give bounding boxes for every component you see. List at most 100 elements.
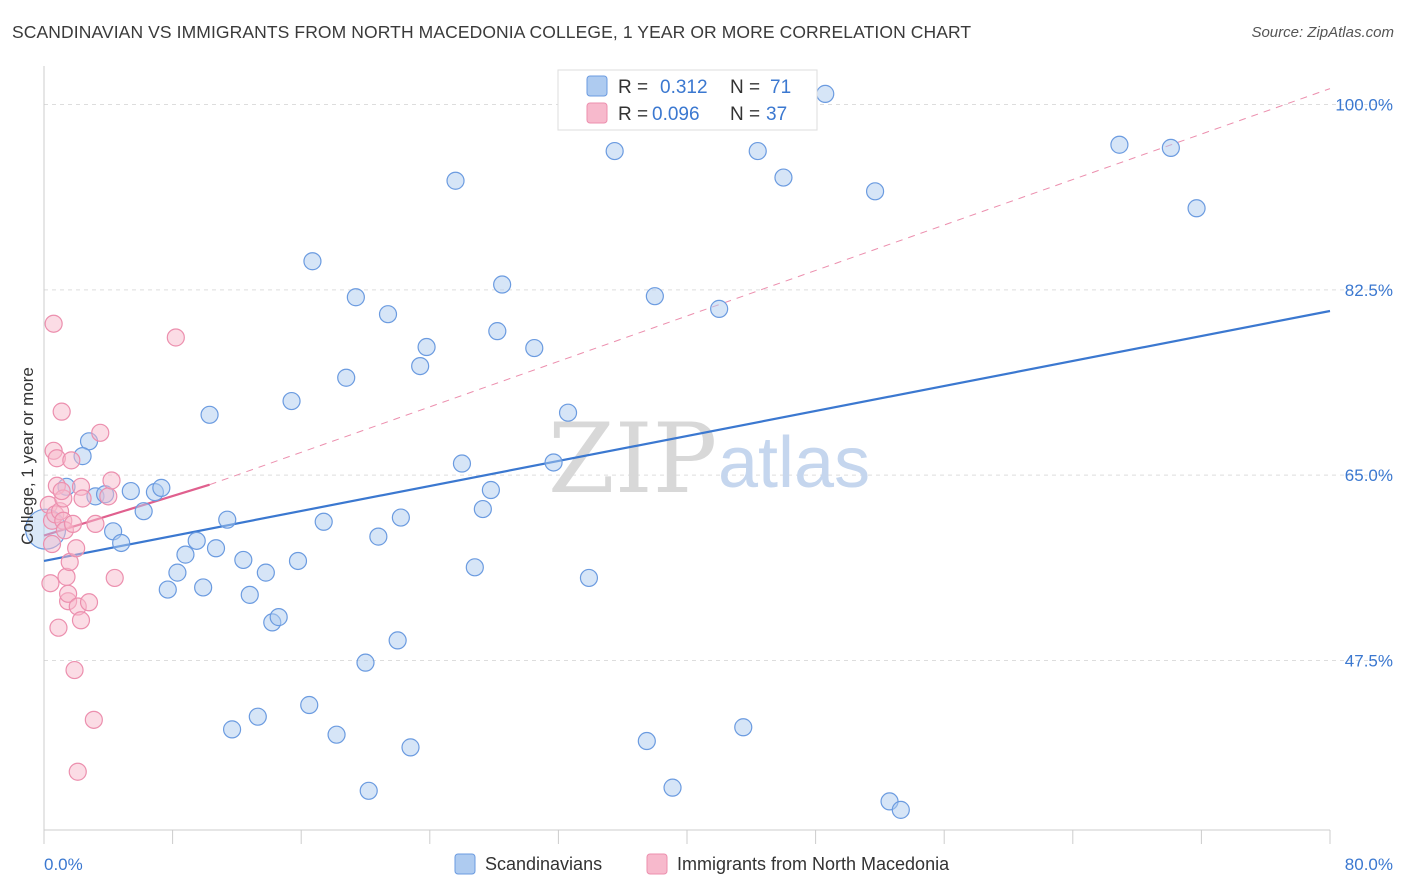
legend-r-label-1: R = (618, 77, 648, 98)
point-scandinavians-29 (300, 695, 319, 715)
point-scandinavians-27 (282, 391, 301, 411)
point-scandinavians-38 (378, 305, 398, 324)
point-scandinavians-40 (391, 508, 410, 527)
y-tick-labels: 47.5% 65.0% 82.5% 100.0% (1335, 95, 1393, 670)
point-scandinavians-21 (234, 550, 253, 570)
point-scandinavians-48 (481, 480, 500, 500)
point-scandinavians-47 (473, 499, 492, 519)
point-scandinavians-33 (337, 368, 356, 387)
point-scandinavians-16 (194, 578, 213, 597)
point-scandinavians-34 (346, 288, 365, 307)
point-scandinavians-15 (187, 531, 206, 550)
source-label: Source: ZipAtlas.com (1251, 24, 1394, 41)
series-legend: Scandinavians Immigrants from North Mace… (454, 853, 950, 875)
point-scandinavians-23 (248, 707, 267, 726)
point-scandinavians-63 (865, 182, 885, 201)
point-scandinavians-57 (645, 287, 664, 306)
point-scandinavians-62 (774, 168, 793, 187)
y-axis-label: College, 1 year or more (18, 367, 37, 545)
point-scandinavians-26 (269, 608, 288, 627)
bottom-legend-label-scandinavians: Scandinavians (485, 854, 602, 874)
point-north-macedonia-32 (102, 471, 121, 490)
y-tick-label-2: 82.5% (1345, 281, 1393, 300)
point-north-macedonia-36 (52, 481, 71, 501)
point-north-macedonia-16 (59, 584, 78, 603)
point-scandinavians-9 (134, 502, 153, 521)
legend-r-label-2: R = (618, 104, 648, 125)
legend-swatch-north-macedonia (586, 102, 608, 124)
point-scandinavians-46 (465, 558, 484, 577)
point-scandinavians-37 (369, 527, 388, 546)
point-scandinavians-13 (168, 563, 187, 582)
stats-legend: R = 0.312 N = 71 R = 0.096 N = 37 (557, 69, 818, 131)
point-scandinavians-28 (288, 551, 308, 571)
point-scandinavians-55 (605, 141, 624, 161)
chart-title: SCANDINAVIAN VS IMMIGRANTS FROM NORTH MA… (12, 22, 972, 42)
point-scandinavians-44 (446, 171, 465, 190)
axes (43, 66, 1331, 844)
point-north-macedonia-21 (67, 539, 86, 558)
point-north-macedonia-1 (41, 574, 60, 593)
point-scandinavians-54 (579, 568, 599, 588)
point-scandinavians-22 (240, 585, 259, 604)
point-north-macedonia-29 (86, 514, 105, 534)
point-north-macedonia-26 (68, 762, 87, 781)
point-scandinavians-65 (891, 800, 910, 819)
point-north-macedonia-8 (49, 618, 68, 637)
trend-line-extended-1 (209, 88, 1331, 486)
point-scandinavians-36 (359, 781, 378, 800)
trend-line-0 (43, 309, 1331, 563)
point-north-macedonia-10 (52, 402, 71, 421)
x-tick-label-max: 80.0% (1345, 855, 1393, 874)
point-north-macedonia-4 (44, 314, 63, 333)
point-north-macedonia-25 (73, 489, 92, 508)
point-scandinavians-43 (417, 337, 436, 357)
y-tick-label-1: 65.0% (1345, 466, 1393, 485)
point-north-macedonia-14 (57, 567, 76, 586)
legend-swatch-scandinavians (586, 75, 608, 97)
point-scandinavians-11 (152, 478, 171, 497)
bottom-legend-swatch-north-macedonia (646, 853, 668, 875)
bottom-legend-label-north-macedonia: Immigrants from North Macedonia (677, 854, 950, 874)
x-tick-label-min: 0.0% (44, 855, 83, 874)
point-scandinavians-58 (663, 778, 682, 797)
point-scandinavians-12 (158, 580, 177, 599)
data-points (25, 84, 1206, 819)
legend-n-label-1: N = (730, 77, 760, 98)
watermark-atlas: atlas (718, 423, 870, 503)
point-scandinavians-60 (734, 718, 753, 737)
point-scandinavians-56 (637, 731, 656, 751)
point-scandinavians-39 (388, 631, 407, 650)
point-north-macedonia-20 (65, 660, 84, 680)
point-scandinavians-53 (558, 403, 578, 422)
point-north-macedonia-35 (42, 534, 62, 554)
point-scandinavians-19 (218, 510, 237, 529)
point-scandinavians-35 (356, 653, 375, 672)
point-scandinavians-41 (401, 738, 420, 757)
point-scandinavians-59 (710, 299, 729, 318)
point-scandinavians-50 (493, 275, 512, 294)
point-north-macedonia-27 (79, 593, 99, 612)
point-scandinavians-14 (176, 545, 195, 564)
legend-r-value-2: 0.096 (652, 104, 700, 125)
legend-n-value-2: 37 (766, 104, 787, 125)
legend-n-value-1: 71 (770, 77, 791, 98)
bottom-legend-swatch-scandinavians (454, 853, 476, 875)
point-scandinavians-30 (303, 252, 322, 271)
point-scandinavians-18 (206, 539, 226, 558)
legend-n-label-2: N = (730, 104, 760, 125)
point-scandinavians-42 (411, 356, 430, 376)
point-north-macedonia-19 (63, 514, 83, 534)
point-scandinavians-61 (748, 141, 767, 161)
point-north-macedonia-30 (91, 423, 110, 442)
point-scandinavians-31 (314, 512, 333, 531)
watermark-zip: ZIP (548, 403, 717, 515)
legend-r-value-1: 0.312 (660, 77, 708, 98)
point-north-macedonia-34 (166, 328, 185, 347)
point-north-macedonia-31 (99, 487, 118, 506)
point-scandinavians-24 (256, 563, 275, 582)
point-scandinavians-45 (452, 454, 472, 473)
point-scandinavians-17 (200, 405, 219, 424)
point-scandinavians-67 (1161, 138, 1180, 158)
